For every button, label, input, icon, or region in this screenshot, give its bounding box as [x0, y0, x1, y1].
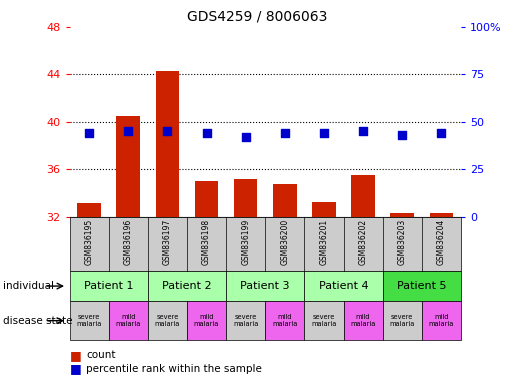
Point: [320, 130, 328, 136]
Text: percentile rank within the sample: percentile rank within the sample: [86, 364, 262, 374]
Bar: [312, 202, 336, 217]
Text: GSM836196: GSM836196: [124, 219, 133, 265]
Text: GSM836201: GSM836201: [319, 219, 329, 265]
Text: GSM836195: GSM836195: [84, 219, 94, 265]
Point: [437, 130, 445, 136]
Text: count: count: [86, 350, 115, 360]
Text: GSM836203: GSM836203: [398, 219, 407, 265]
Text: GSM836200: GSM836200: [280, 219, 289, 265]
Point: [124, 128, 132, 134]
Text: GSM836198: GSM836198: [202, 219, 211, 265]
Text: GSM836199: GSM836199: [241, 219, 250, 265]
Bar: [77, 203, 101, 217]
Text: severe
malaria: severe malaria: [76, 314, 102, 328]
Text: disease state: disease state: [3, 316, 72, 326]
Text: ■: ■: [70, 362, 81, 375]
Text: GSM836202: GSM836202: [358, 219, 368, 265]
Text: mild
malaria: mild malaria: [428, 314, 454, 328]
Text: Patient 5: Patient 5: [397, 281, 447, 291]
Text: GSM836197: GSM836197: [163, 219, 172, 265]
Text: mild
malaria: mild malaria: [115, 314, 141, 328]
Text: severe
malaria: severe malaria: [311, 314, 337, 328]
Text: Patient 4: Patient 4: [319, 281, 368, 291]
Text: GDS4259 / 8006063: GDS4259 / 8006063: [187, 10, 328, 23]
Point: [242, 134, 250, 140]
Text: mild
malaria: mild malaria: [272, 314, 298, 328]
Text: ■: ■: [70, 349, 81, 362]
Text: mild
malaria: mild malaria: [350, 314, 376, 328]
Point: [398, 132, 406, 138]
Text: individual: individual: [3, 281, 54, 291]
Text: Patient 3: Patient 3: [241, 281, 290, 291]
Point: [163, 128, 171, 134]
Bar: [273, 184, 297, 217]
Point: [85, 130, 93, 136]
Text: Patient 1: Patient 1: [84, 281, 133, 291]
Bar: [116, 116, 140, 217]
Bar: [351, 175, 375, 217]
Point: [202, 130, 211, 136]
Bar: [390, 214, 414, 217]
Text: Patient 2: Patient 2: [162, 281, 212, 291]
Text: mild
malaria: mild malaria: [194, 314, 219, 328]
Text: severe
malaria: severe malaria: [233, 314, 259, 328]
Point: [281, 130, 289, 136]
Bar: [234, 179, 258, 217]
Text: severe
malaria: severe malaria: [154, 314, 180, 328]
Text: severe
malaria: severe malaria: [389, 314, 415, 328]
Bar: [156, 71, 179, 217]
Text: GSM836204: GSM836204: [437, 219, 446, 265]
Point: [359, 128, 367, 134]
Bar: [430, 214, 453, 217]
Bar: [195, 181, 218, 217]
